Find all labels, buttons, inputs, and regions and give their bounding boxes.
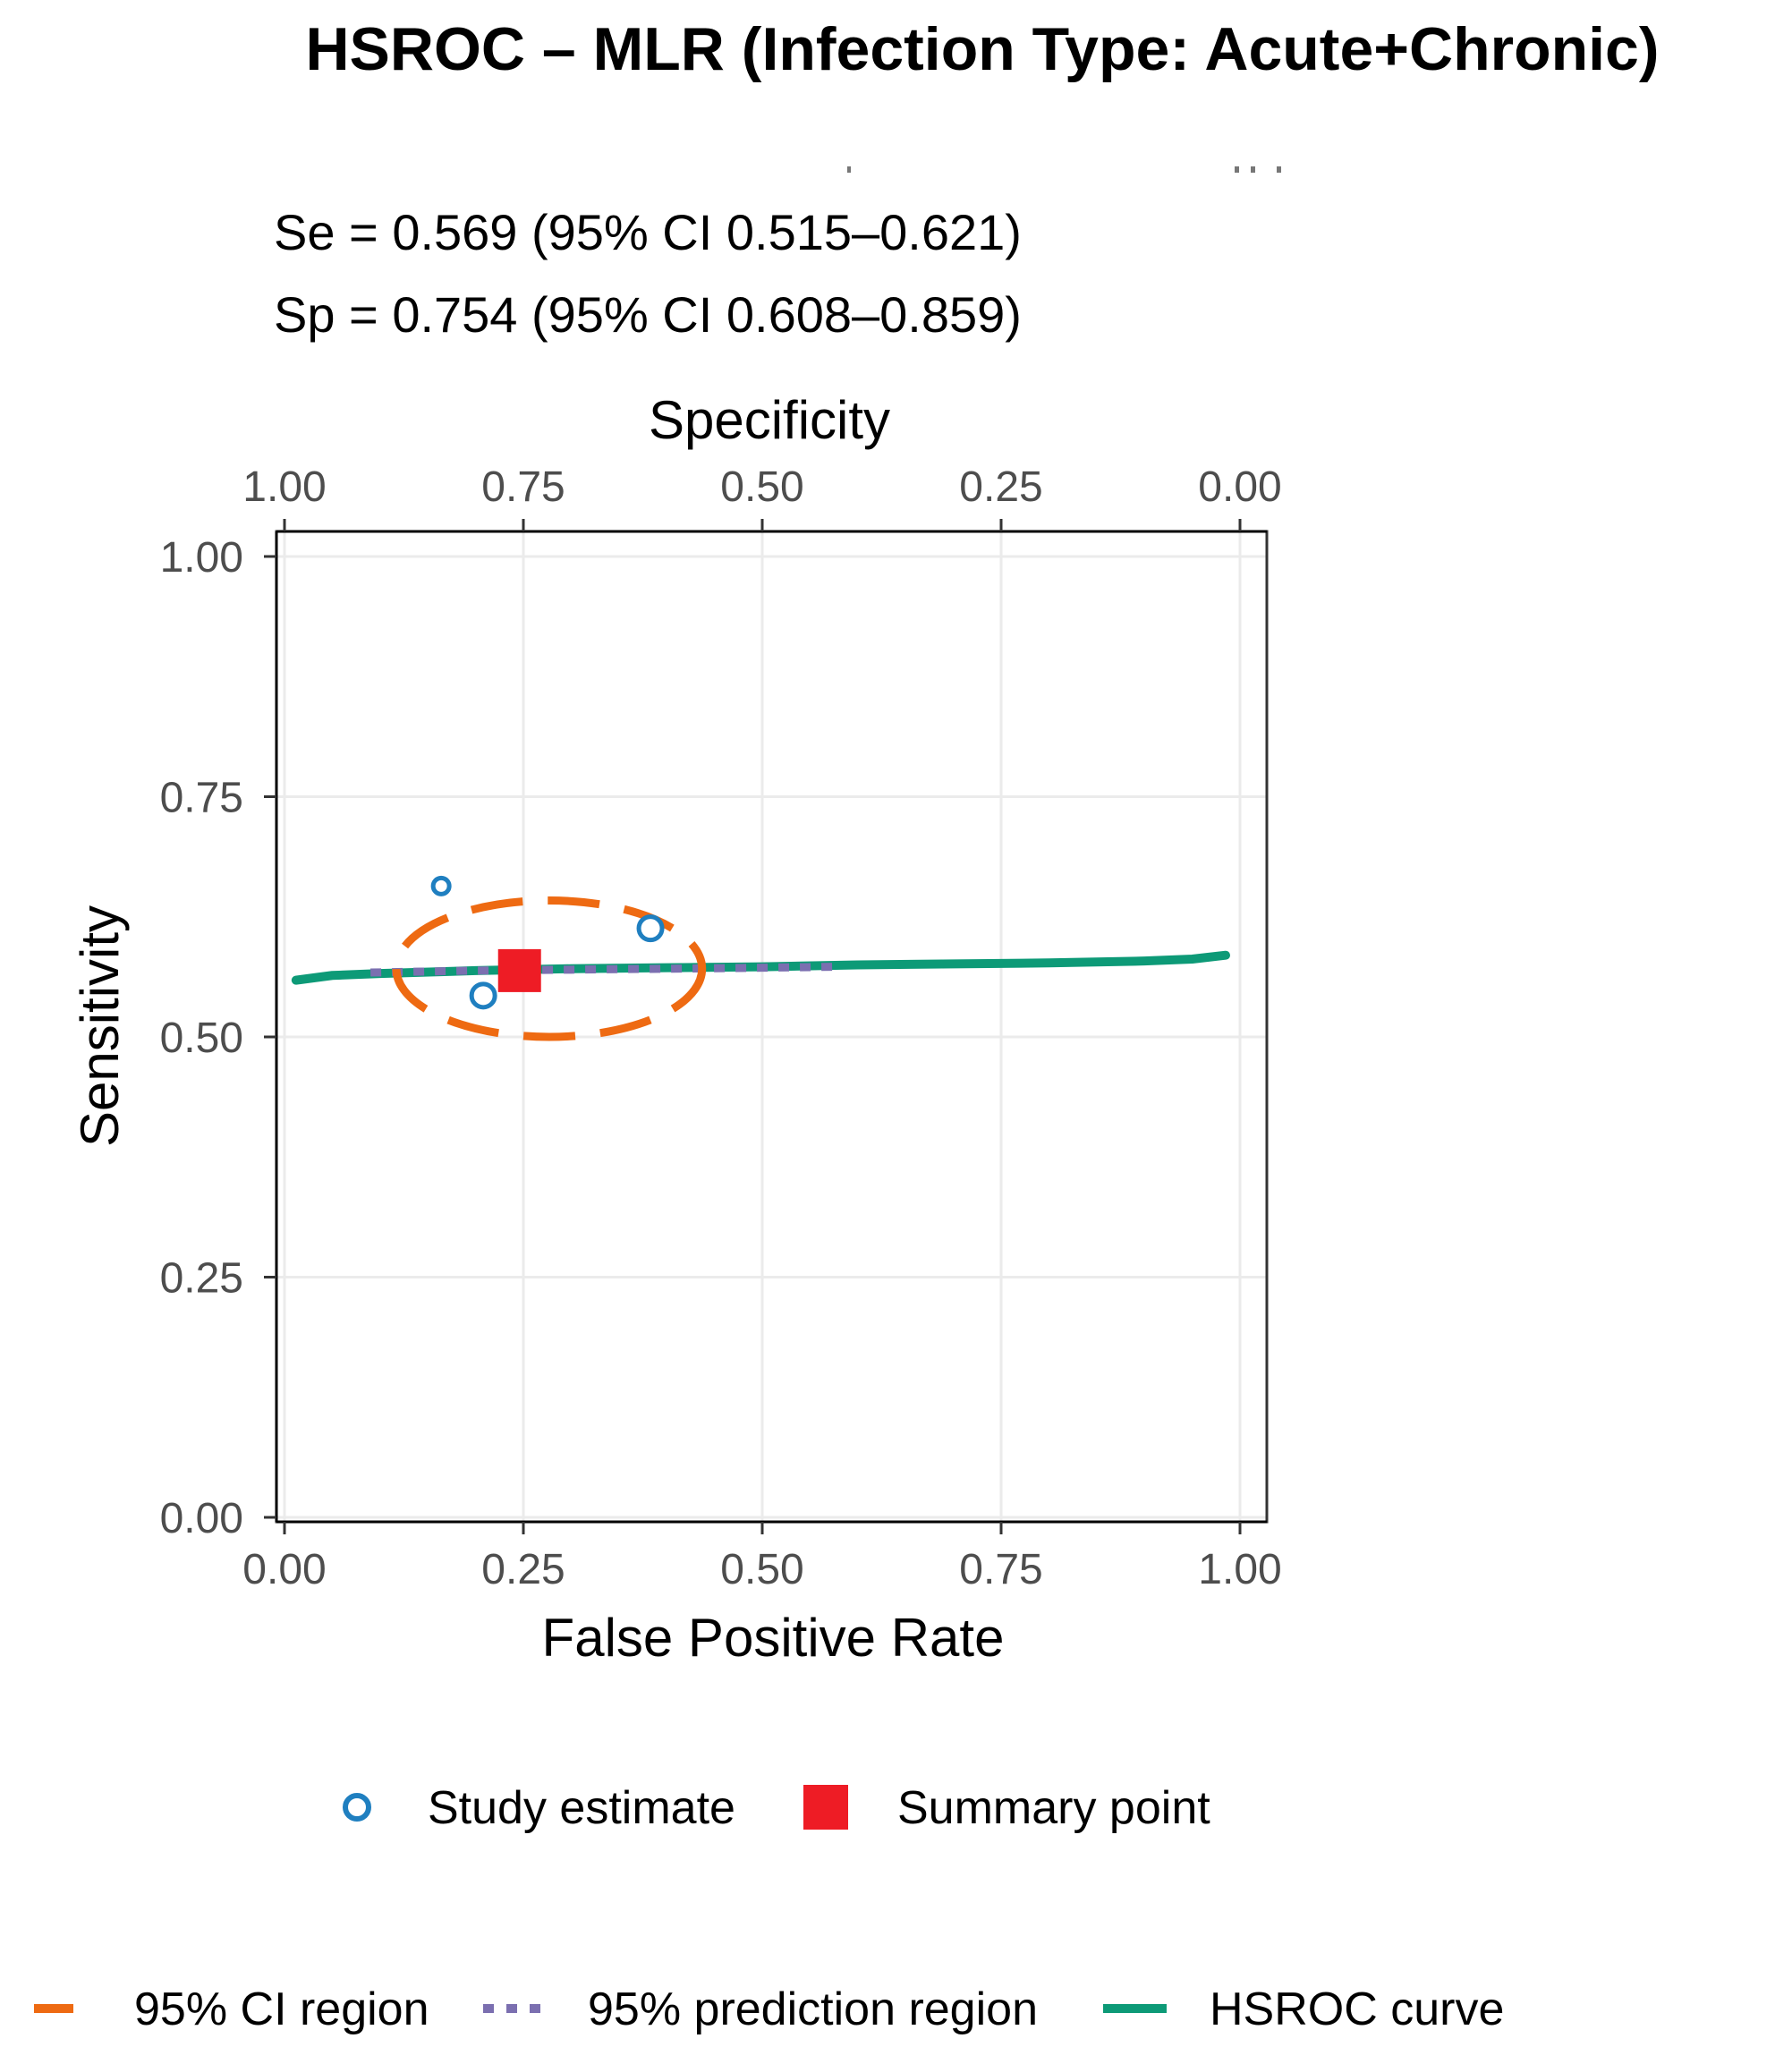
legend-hsroc-curve-label: HSROC curve — [1210, 1983, 1504, 2035]
x-tick-label-3: 0.75 — [959, 1546, 1042, 1593]
clipped-annotation-remnant — [847, 166, 1281, 173]
y-tick-label-4: 1.00 — [160, 534, 243, 582]
y-tick-label-1: 0.25 — [160, 1255, 243, 1303]
x2-tick-label-4: 0.00 — [1198, 463, 1281, 511]
study-estimate-point-1 — [469, 981, 497, 1010]
x2-tick-label-3: 0.25 — [959, 463, 1042, 511]
legend-summary-point-label: Summary point — [897, 1782, 1210, 1834]
y-tick-label-3: 0.75 — [160, 775, 243, 822]
top-axis-title: Specificity — [649, 390, 890, 450]
prediction-region-line — [370, 963, 835, 977]
study-estimate-point-2 — [636, 914, 665, 943]
y-tick-label-2: 0.50 — [160, 1015, 243, 1062]
study-estimate-point-0 — [430, 875, 452, 896]
x2-tick-label-2: 0.50 — [720, 463, 803, 511]
x-axis-title: False Positive Rate — [542, 1608, 1005, 1668]
x-tick-label-1: 0.25 — [481, 1546, 565, 1593]
x-tick-label-4: 1.00 — [1198, 1546, 1281, 1593]
data-marks — [291, 875, 1230, 1041]
plot-panel — [276, 531, 1267, 1522]
legend-ci-region-label: 95% CI region — [134, 1983, 429, 2035]
x-tick-label-0: 0.00 — [242, 1546, 326, 1593]
legend: Study estimate Summary point 95% CI region… — [34, 1782, 1504, 2035]
x-tick-label-2: 0.50 — [720, 1546, 803, 1593]
legend-prediction-region-label: 95% prediction region — [588, 1983, 1038, 2035]
x2-tick-label-0: 1.00 — [242, 463, 326, 511]
y-tick-label-0: 0.00 — [160, 1495, 243, 1542]
summary-point — [497, 948, 541, 992]
chart-title: HSROC – MLR (Infection Type: Acute+Chron… — [305, 15, 1659, 83]
axes: 0.00 0.25 0.50 0.75 1.00 0.00 0.25 0.50 0.75 1.00… — [160, 463, 1282, 1593]
legend-study-estimate-label: Study estimate — [428, 1782, 735, 1834]
y-axis-title: Sensitivity — [70, 905, 130, 1147]
ci-region-ellipse — [392, 896, 707, 1041]
grid-lines — [276, 531, 1267, 1522]
sp-annotation: Sp = 0.754 (95% CI 0.608–0.859) — [274, 286, 1022, 343]
se-annotation: Se = 0.569 (95% CI 0.515–0.621) — [274, 204, 1022, 260]
legend-summary-point-icon — [803, 1785, 848, 1830]
legend-study-estimate-icon — [343, 1793, 371, 1822]
x2-tick-label-1: 0.75 — [481, 463, 565, 511]
